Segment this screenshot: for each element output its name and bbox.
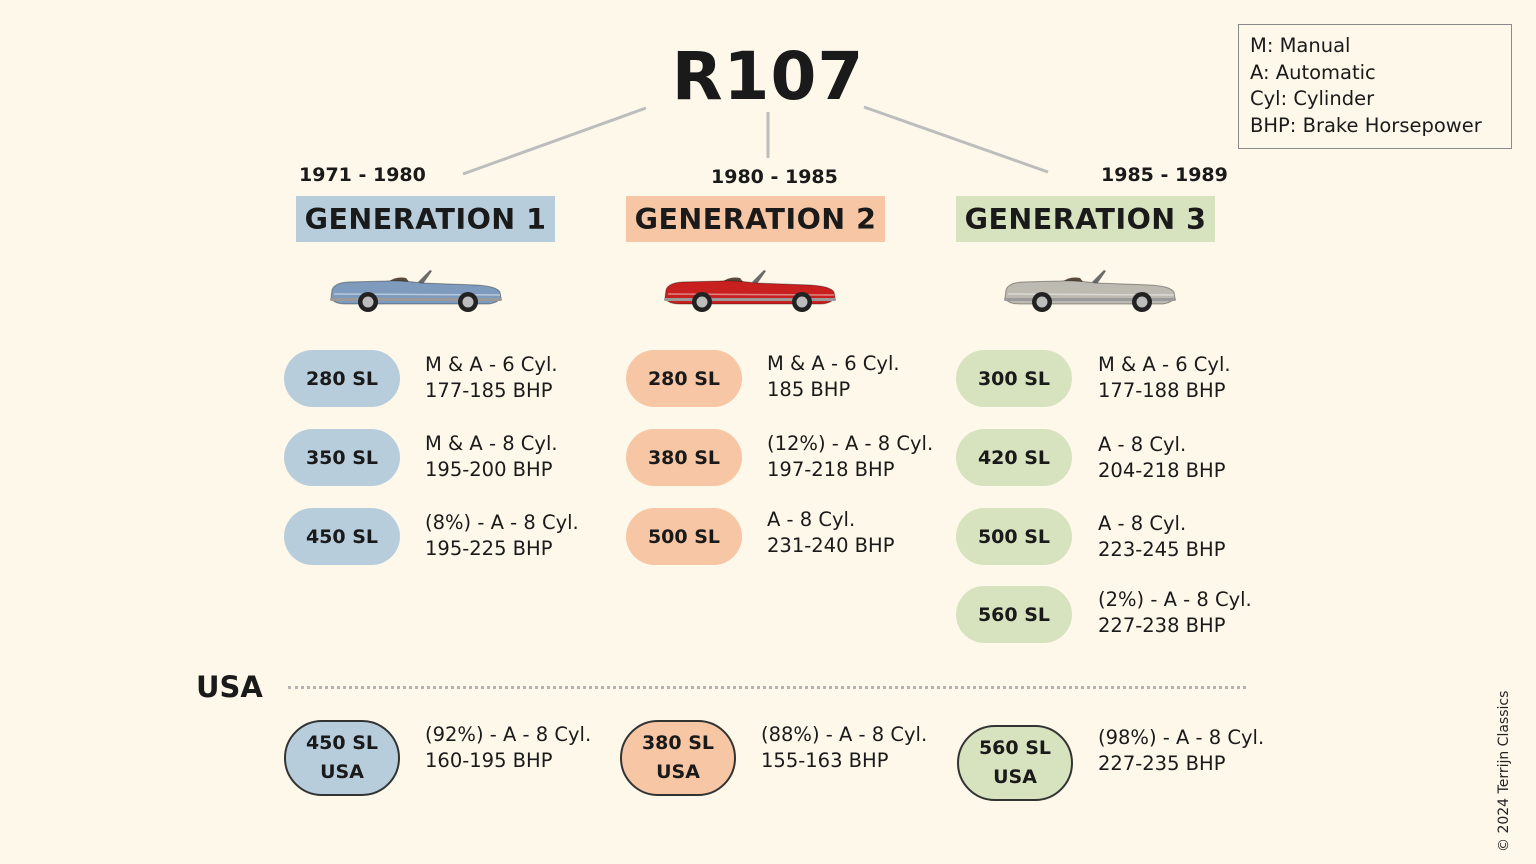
gen3-usa-pill: 560 SL USA [957,725,1073,801]
gen1-usa-pill: 450 SL USA [284,720,400,796]
gen1-car-image [330,270,502,312]
gen3-label: GENERATION 3 [956,196,1215,242]
gen2-label: GENERATION 2 [626,196,885,242]
tree-connectors [462,105,1049,176]
gen2-usa-spec: (88%) - A - 8 Cyl. 155-163 BHP [761,723,928,772]
gen3-car-image [1004,270,1176,312]
gen1-model-pill: 350 SL [284,429,400,486]
gen3-usa-spec: (98%) - A - 8 Cyl. 227-235 BHP [1098,726,1265,775]
gen2-model-pill: 380 SL [626,429,742,486]
gen3-model-pill: 560 SL [956,586,1072,643]
gen1-model-pill: 280 SL [284,350,400,407]
gen2-model-spec: (12%) - A - 8 Cyl. 197-218 BHP [767,432,934,481]
gen1-model-spec: M & A - 6 Cyl. 177-185 BHP [425,353,558,402]
gen3-model-pill: 300 SL [956,350,1072,407]
gen2-model-pill: 500 SL [626,508,742,565]
usa-section-title: USA [196,670,263,704]
car-trim [667,293,835,296]
gen1-years: 1971 - 1980 [299,164,426,186]
gen1-model-spec: (8%) - A - 8 Cyl. 195-225 BHP [425,511,579,560]
car-hubcap [696,296,708,308]
car-hubcap [1036,296,1048,308]
usa-divider [288,686,1246,689]
gen2-model-spec: A - 8 Cyl. 231-240 BHP [767,508,895,557]
gen3-years: 1985 - 1989 [1101,164,1228,186]
car-trim [1007,293,1175,296]
gen2-model-pill: 280 SL [626,350,742,407]
connector-line-gen3 [863,105,1049,174]
car-hubcap [462,296,474,308]
gen3-model-pill: 420 SL [956,429,1072,486]
legend-box: M: Manual A: Automatic Cyl: Cylinder BHP… [1238,24,1512,149]
car-windshield [752,270,766,284]
gen1-model-spec: M & A - 8 Cyl. 195-200 BHP [425,432,558,481]
gen3-model-spec: (2%) - A - 8 Cyl. 227-238 BHP [1098,588,1252,637]
page-title: R107 [671,38,865,115]
gen2-usa-pill: 380 SL USA [620,720,736,796]
legend-item: A: Automatic [1250,60,1376,84]
car-hubcap [796,296,808,308]
legend-item: BHP: Brake Horsepower [1250,113,1482,137]
connector-line-gen1 [462,106,647,176]
car-trim [333,293,501,296]
gen1-usa-spec: (92%) - A - 8 Cyl. 160-195 BHP [425,723,592,772]
legend-item: Cyl: Cylinder [1250,87,1375,110]
car-windshield [418,270,432,284]
car-hubcap [1136,296,1148,308]
gen1-model-pill: 450 SL [284,508,400,565]
copyright-text: © 2024 Terrijn Classics [1496,690,1512,852]
car-windshield [1092,270,1106,284]
legend-item: M: Manual [1250,34,1351,57]
gen3-model-spec: A - 8 Cyl. 204-218 BHP [1098,433,1226,482]
gen2-car-image [664,270,836,312]
gen1-label: GENERATION 1 [296,196,555,242]
gen2-years: 1980 - 1985 [711,166,838,188]
gen3-model-spec: M & A - 6 Cyl. 177-188 BHP [1098,353,1231,402]
gen3-model-pill: 500 SL [956,508,1072,565]
gen3-model-spec: A - 8 Cyl. 223-245 BHP [1098,512,1226,561]
car-hubcap [362,296,374,308]
gen2-model-spec: M & A - 6 Cyl. 185 BHP [767,352,900,401]
